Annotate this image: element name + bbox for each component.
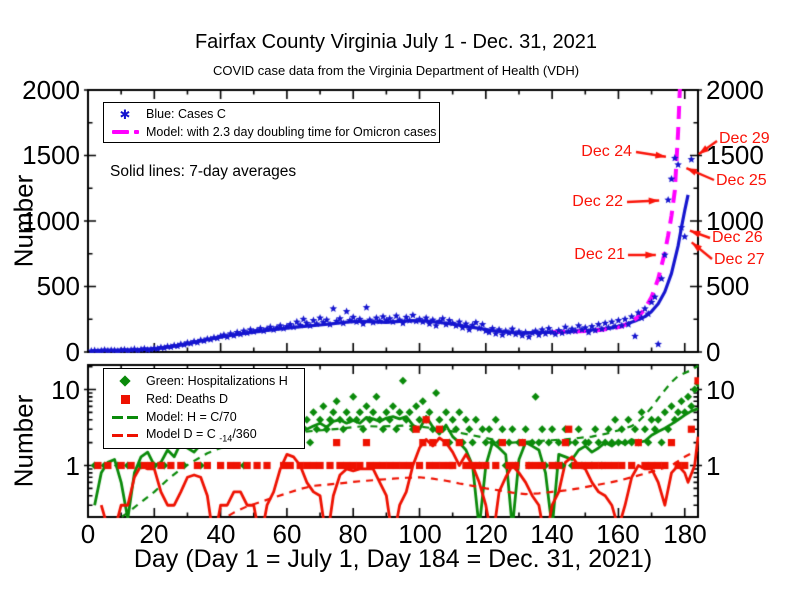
blue-star-icon: ✱ (119, 106, 131, 122)
page-title: Fairfax County Virginia July 1 - Dec. 31… (194, 31, 598, 53)
y-tick-label: 1500 (22, 140, 80, 170)
legend-label: Model D = C -14/360 (146, 426, 257, 444)
annotation-dec27: Dec 27 (714, 251, 765, 268)
y-tick-label: 1 (706, 451, 721, 481)
x-tick-label: 100 (398, 519, 442, 549)
y-tick-label: 10 (51, 375, 80, 405)
annotation-dec29: Dec 29 (719, 130, 770, 147)
legend-label: Green: Hospitalizations H (146, 374, 288, 388)
legend-item-hosp: Green: Hospitalizations H (104, 372, 304, 390)
figure-subtitle: COVID case data from the Virginia Depart… (212, 63, 580, 78)
x-tick-label: 20 (139, 519, 169, 549)
x-tick-label: 140 (530, 519, 574, 549)
x-tick-label: 40 (206, 519, 236, 549)
legend-label: Model: H = C/70 (146, 410, 237, 424)
x-tick-label: 60 (272, 519, 302, 549)
y-tick-label: 2000 (22, 75, 80, 105)
bottom-panel-legend: Green: Hospitalizations H Red: Deaths D … (103, 368, 305, 449)
legend-label: Model: with 2.3 day doubling time for Om… (146, 125, 437, 139)
x-axis-title: Day (Day 1 = July 1, Day 184 = Dec. 31, … (133, 545, 653, 573)
legend-item-model: Model: with 2.3 day doubling time for Om… (104, 123, 439, 141)
red-dash-icon (104, 433, 146, 437)
annotation-dec21: Dec 21 (574, 246, 625, 263)
legend-item-deaths: Red: Deaths D (104, 390, 304, 408)
top-panel-legend: ✱ Blue: Cases C Model: with 2.3 day doub… (103, 102, 440, 143)
legend-item-cases: ✱ Blue: Cases C (104, 105, 439, 123)
annotation-dec26: Dec 26 (712, 229, 763, 246)
y-tick-label: 0 (706, 337, 721, 367)
x-tick-label: 160 (596, 519, 640, 549)
solid-lines-note: Solid lines: 7-day averages (110, 163, 297, 180)
magenta-dash-icon (104, 130, 146, 134)
red-square-icon (120, 394, 130, 404)
x-tick-label: 80 (338, 519, 368, 549)
legend-item-model-d: Model D = C -14/360 (104, 426, 304, 444)
y-tick-label: 1000 (706, 206, 764, 236)
y-tick-label: 0 (65, 337, 80, 367)
x-tick-label: 0 (80, 519, 96, 549)
legend-label: Blue: Cases C (146, 107, 226, 121)
bottom-y-axis-title: Number (8, 394, 39, 488)
legend-item-model-h: Model: H = C/70 (104, 408, 304, 426)
legend-label: Red: Deaths D (146, 392, 228, 406)
y-tick-label: 1 (65, 451, 80, 481)
y-tick-label: 1000 (22, 206, 80, 236)
y-tick-label: 10 (706, 375, 735, 405)
green-dash-icon (104, 415, 146, 419)
annotation-dec25: Dec 25 (716, 172, 767, 189)
x-tick-label: 120 (464, 519, 508, 549)
y-tick-label: 500 (36, 271, 80, 301)
y-tick-label: 1500 (706, 140, 764, 170)
green-diamond-icon (119, 375, 131, 387)
annotation-dec24: Dec 24 (581, 143, 632, 160)
x-tick-label: 180 (663, 519, 707, 549)
annotation-dec22: Dec 22 (572, 193, 623, 210)
y-tick-label: 500 (706, 271, 750, 301)
y-tick-label: 2000 (706, 75, 764, 105)
